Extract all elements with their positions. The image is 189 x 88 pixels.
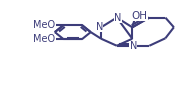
Text: MeO: MeO (33, 20, 55, 30)
Text: MeO: MeO (33, 34, 55, 44)
Text: N: N (114, 13, 122, 23)
Text: N: N (95, 22, 103, 32)
Text: OH: OH (132, 11, 147, 21)
Text: N: N (129, 41, 137, 51)
